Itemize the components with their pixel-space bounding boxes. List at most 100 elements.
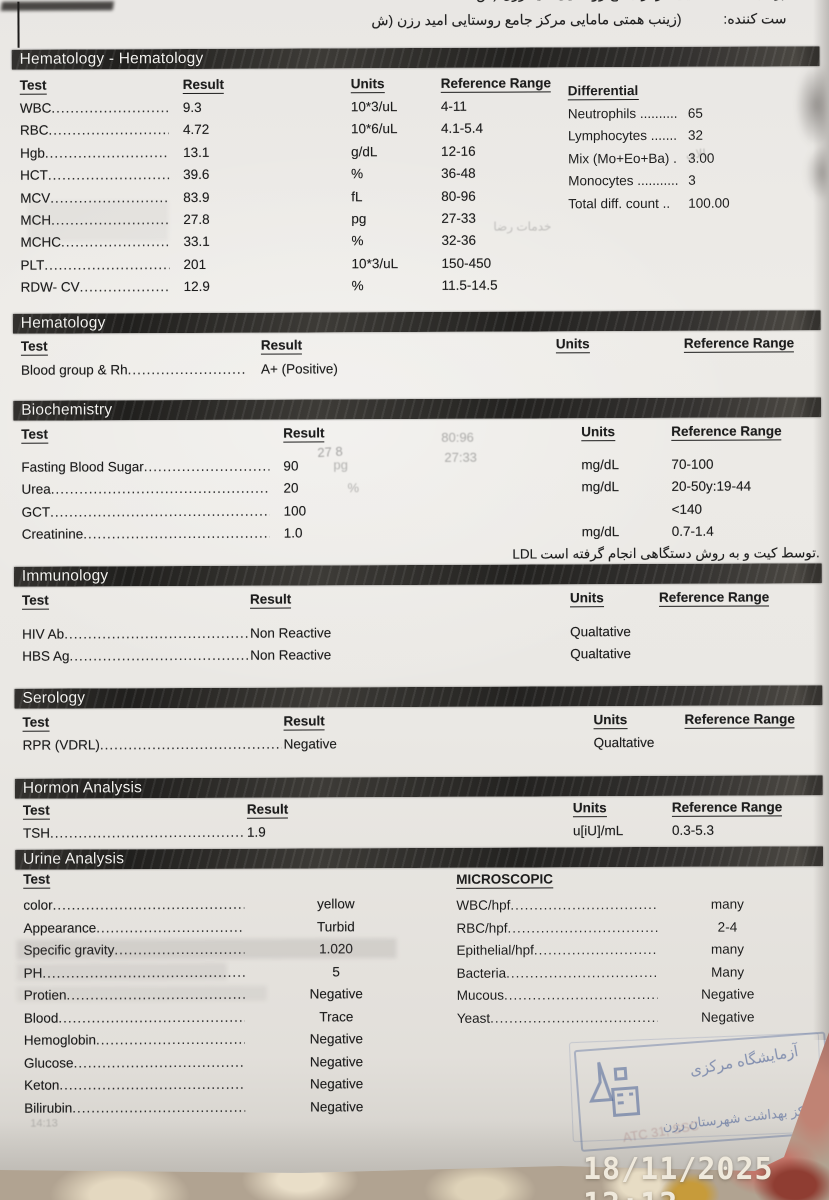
result-value: 1.0 (283, 525, 303, 541)
dot-leader (507, 916, 657, 939)
col-units: Units (593, 712, 628, 730)
dot-leader (96, 1029, 245, 1052)
diff-label: Total diff. count .. (568, 195, 671, 211)
units-value: % (351, 233, 364, 249)
dot-leader (100, 734, 282, 757)
result-value: Negative (701, 1009, 755, 1025)
section-biochemistry: Biochemistry Test Result Units Reference… (13, 397, 822, 564)
table-row: Yeast Negative (457, 1006, 817, 1030)
section-title-bar: Hormon Analysis (14, 775, 823, 799)
dot-leader (59, 1074, 245, 1097)
dot-leader (51, 478, 270, 501)
diff-value: 100.00 (688, 195, 730, 211)
column-headers: Test Result Units Reference Range (21, 423, 821, 446)
units-value: pg (351, 211, 367, 227)
col-test: Test (22, 714, 50, 732)
units-value: 10*3/uL (351, 255, 399, 272)
diff-value: 3 (688, 172, 696, 189)
urine-microscopic-block: MICROSCOPIC WBC/hpf many RBC/hpf (456, 868, 817, 1030)
column-headers: Test Result Units Reference Range (20, 335, 821, 358)
col-units: Units (350, 76, 385, 94)
lab-stamp: آزمایشگاه مرکزی مرکز بهداشت شهرستان رزن (568, 1031, 829, 1152)
col-ref: Reference Range (658, 589, 770, 607)
result-value: Negative (309, 1053, 364, 1069)
dot-leader (64, 623, 248, 646)
diff-label: Monocytes ........... (568, 173, 679, 189)
test-name: HCT (20, 167, 48, 183)
test-name: color (23, 897, 53, 913)
ghost-text: 80:96 (441, 429, 474, 445)
dot-leader (72, 1096, 245, 1119)
section-title-bar: Urine Analysis (15, 846, 824, 870)
units-value: 10*3/uL (350, 99, 398, 115)
result-value: 27.8 (183, 211, 210, 228)
result-value: Negative (309, 986, 363, 1002)
ref-range: 0.3-5.3 (671, 822, 715, 838)
paper-edge-line (17, 1, 20, 48)
units-value: u[iU]/mL (572, 823, 624, 839)
ref-range: 11.5-14.5 (441, 277, 498, 294)
table-row: HBS Ag Non Reactive Qualtative (22, 643, 822, 669)
ref-range: <140 (671, 501, 703, 517)
dot-leader (51, 97, 169, 120)
col-ref: Reference Range (440, 75, 552, 93)
units-value: Qualtative (570, 646, 632, 662)
immuno-rows: HIV Ab Non Reactive Qualtative HBS Ag No… (22, 620, 822, 668)
col-result: Result (249, 591, 292, 609)
test-name: Creatinine (21, 526, 84, 542)
section-hormone-analysis: Hormon Analysis Test Result Units Refere… (14, 775, 823, 845)
test-name: Appearance (23, 919, 97, 936)
test-name: Blood group & Rh (20, 362, 128, 378)
units-value (582, 499, 672, 522)
dot-leader (510, 894, 657, 917)
test-name: Yeast (456, 1010, 491, 1026)
camera-timestamp: 18/11/2025 12:12 (583, 1152, 774, 1200)
ref-range: 0.7-1.4 (671, 523, 714, 540)
result-value: Many (711, 964, 745, 980)
table-row: Blood group & Rh A+ (Positive) (21, 356, 821, 382)
diff-label: Mix (Mo+Eo+Ba) . (568, 150, 677, 167)
result-value: Negative (283, 736, 337, 752)
col-ref: Reference Range (671, 799, 783, 817)
section-hematology-cbc: Hematology - Hematology Test Result Unit… (11, 46, 821, 299)
lab-stamp-icon (589, 1061, 641, 1117)
result-value: 12.9 (183, 279, 210, 295)
microscopic-title: MICROSCOPIC (456, 871, 554, 889)
result-value: many (710, 896, 744, 912)
ref-range: 150-450 (441, 255, 492, 271)
test-name: RPR (VDRL) (22, 737, 100, 753)
dot-leader (490, 1006, 658, 1029)
result-value: Turbid (317, 918, 355, 934)
dot-leader (48, 164, 169, 187)
result-value: many (710, 941, 745, 957)
dot-leader (53, 894, 245, 917)
col-test: Test (23, 871, 51, 889)
ldl-method-note: LDL توسط کیت و به روش دستگاهی انجام گرفت… (512, 544, 820, 562)
dot-leader (58, 1006, 245, 1029)
section-title-bar: Immunology (13, 563, 822, 587)
col-units: Units (572, 800, 607, 818)
section-title-bar: Hematology (12, 310, 821, 334)
table-row: Epithelial/hpf many (456, 938, 816, 962)
col-test: Test (20, 338, 48, 356)
units-value: fL (351, 188, 363, 204)
diff-label: Neutrophils .......... (567, 105, 678, 122)
table-row: Creatinine 1.0 mg/dL 0.7-1.4 (22, 520, 822, 546)
section-title-bar: Hematology - Hematology (11, 46, 820, 70)
result-value: Non Reactive (250, 625, 332, 641)
dot-leader (48, 119, 169, 142)
result-value: A+ (Positive) (260, 361, 338, 377)
result-value: Negative (309, 1031, 364, 1047)
table-row: Mucous Negative (457, 983, 817, 1007)
dot-leader (83, 523, 270, 546)
result-value: 100 (283, 503, 307, 519)
result-value: Trace (319, 1008, 354, 1024)
test-name: Fasting Blood Sugar (21, 459, 144, 475)
col-result: Result (260, 337, 303, 355)
diff-value: 32 (687, 128, 704, 144)
requester-label: ست کننده: (723, 10, 787, 27)
table-row: RPR (VDRL) Negative Qualtative (23, 731, 823, 757)
units-value: % (351, 278, 364, 294)
